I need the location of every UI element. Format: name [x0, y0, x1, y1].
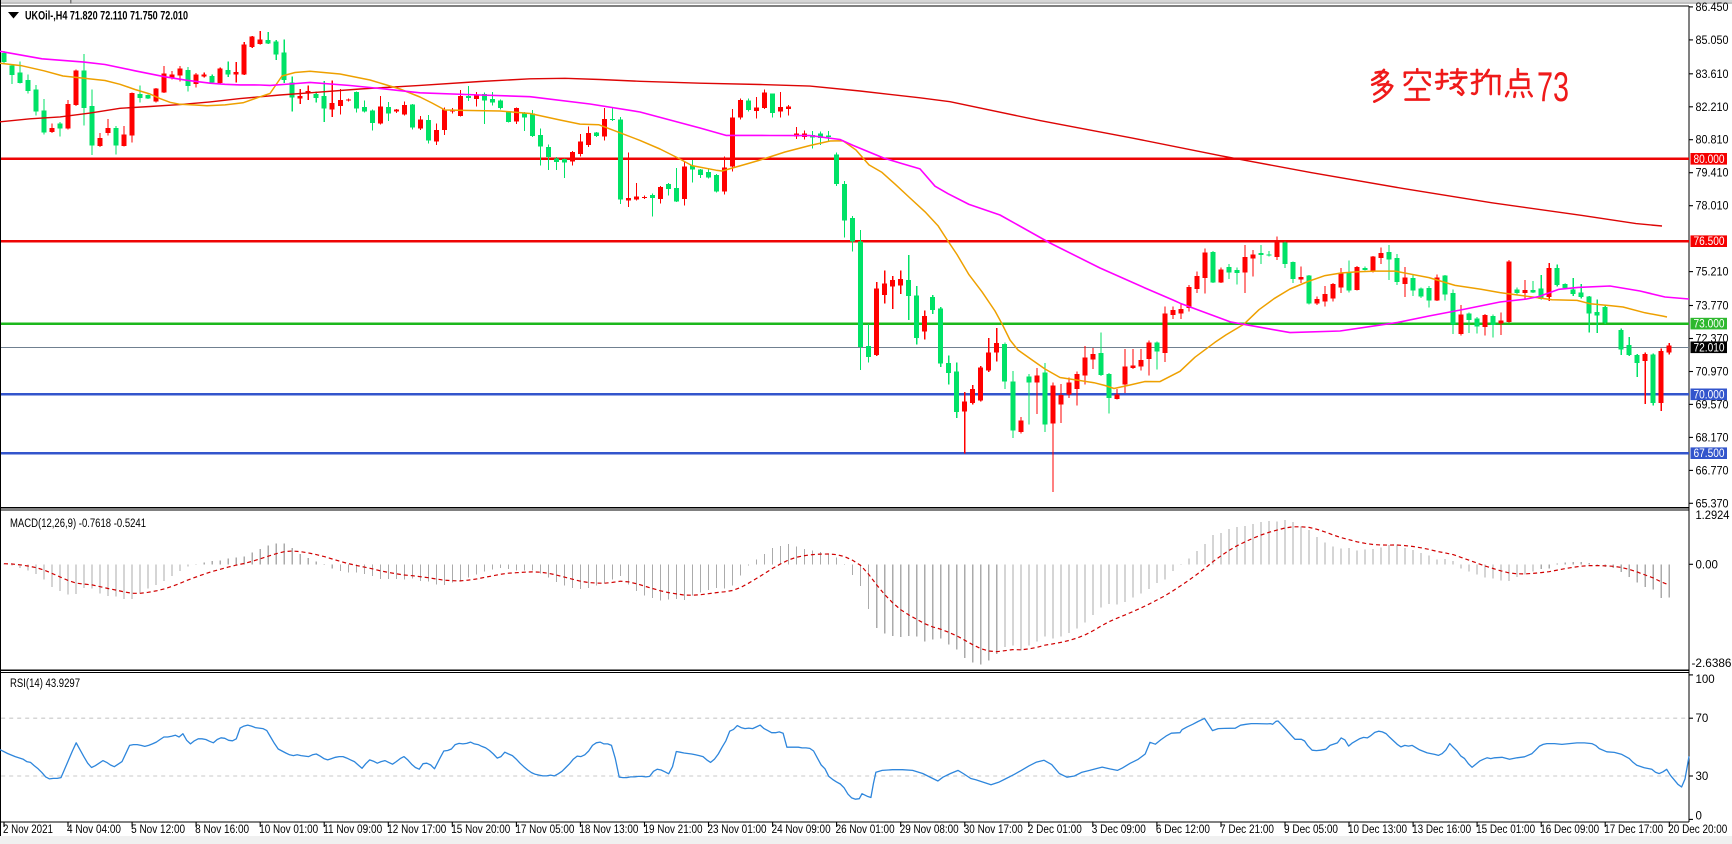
svg-text:80.000: 80.000 — [1694, 154, 1725, 166]
svg-text:68.170: 68.170 — [1696, 432, 1729, 444]
svg-text:75.210: 75.210 — [1696, 267, 1729, 279]
svg-text:76.500: 76.500 — [1694, 236, 1725, 248]
svg-text:10 Nov 01:00: 10 Nov 01:00 — [259, 824, 318, 836]
svg-text:73: 73 — [1537, 63, 1569, 110]
svg-text:UKOil-,H4 71.820 72.110 71.75: UKOil-,H4 71.820 72.110 71.750 72.010 — [25, 11, 188, 23]
svg-text:82.210: 82.210 — [1696, 102, 1729, 114]
svg-text:5 Nov 12:00: 5 Nov 12:00 — [131, 824, 185, 836]
svg-text:17 Nov 05:00: 17 Nov 05:00 — [515, 824, 574, 836]
svg-text:85.050: 85.050 — [1696, 35, 1729, 47]
svg-text:70.000: 70.000 — [1694, 389, 1725, 401]
svg-text:13 Dec 16:00: 13 Dec 16:00 — [1412, 824, 1471, 836]
svg-text:0: 0 — [1696, 810, 1702, 822]
svg-text:30 Nov 17:00: 30 Nov 17:00 — [964, 824, 1023, 836]
svg-text:15 Nov 20:00: 15 Nov 20:00 — [451, 824, 510, 836]
svg-text:78.010: 78.010 — [1696, 201, 1729, 213]
svg-text:9 Dec 05:00: 9 Dec 05:00 — [1284, 824, 1338, 836]
svg-text:67.500: 67.500 — [1694, 448, 1725, 460]
svg-text:20 Dec 20:00: 20 Dec 20:00 — [1668, 824, 1727, 836]
svg-text:RSI(14) 43.9297: RSI(14) 43.9297 — [10, 678, 80, 690]
svg-text:0.00: 0.00 — [1696, 559, 1718, 571]
svg-text:79.410: 79.410 — [1696, 168, 1729, 180]
svg-text:2 Nov 2021: 2 Nov 2021 — [3, 824, 53, 836]
svg-text:10 Dec 13:00: 10 Dec 13:00 — [1348, 824, 1407, 836]
svg-text:1.2924: 1.2924 — [1696, 510, 1731, 522]
svg-text:26 Nov 01:00: 26 Nov 01:00 — [836, 824, 895, 836]
svg-text:66.770: 66.770 — [1696, 465, 1729, 477]
svg-text:12 Nov 17:00: 12 Nov 17:00 — [387, 824, 446, 836]
svg-text:2 Dec 01:00: 2 Dec 01:00 — [1028, 824, 1082, 836]
svg-text:7 Dec 21:00: 7 Dec 21:00 — [1220, 824, 1274, 836]
svg-text:29 Nov 08:00: 29 Nov 08:00 — [900, 824, 959, 836]
svg-text:73.000: 73.000 — [1694, 319, 1725, 331]
svg-text:19 Nov 21:00: 19 Nov 21:00 — [644, 824, 703, 836]
svg-text:72.010: 72.010 — [1694, 342, 1725, 354]
svg-text:15 Dec 01:00: 15 Dec 01:00 — [1476, 824, 1535, 836]
svg-text:73.770: 73.770 — [1696, 301, 1729, 313]
svg-text:4 Nov 04:00: 4 Nov 04:00 — [67, 824, 121, 836]
svg-text:6 Dec 12:00: 6 Dec 12:00 — [1156, 824, 1210, 836]
svg-text:MACD(12,26,9) -0.7618 -0.5241: MACD(12,26,9) -0.7618 -0.5241 — [10, 518, 146, 530]
svg-text:18 Nov 13:00: 18 Nov 13:00 — [579, 824, 638, 836]
svg-text:23 Nov 01:00: 23 Nov 01:00 — [708, 824, 767, 836]
svg-text:16 Dec 09:00: 16 Dec 09:00 — [1540, 824, 1599, 836]
svg-text:3 Dec 09:00: 3 Dec 09:00 — [1092, 824, 1146, 836]
svg-text:86.450: 86.450 — [1696, 2, 1729, 14]
svg-text:30: 30 — [1696, 771, 1709, 783]
svg-text:70: 70 — [1696, 713, 1709, 725]
svg-text:-2.6386: -2.6386 — [1692, 658, 1732, 670]
svg-text:83.610: 83.610 — [1696, 69, 1729, 81]
svg-text:8 Nov 16:00: 8 Nov 16:00 — [195, 824, 249, 836]
svg-text:100: 100 — [1696, 674, 1715, 686]
svg-text:80.810: 80.810 — [1696, 135, 1729, 147]
svg-text:65.370: 65.370 — [1696, 498, 1729, 510]
svg-text:17 Dec 17:00: 17 Dec 17:00 — [1604, 824, 1663, 836]
svg-text:69.570: 69.570 — [1696, 399, 1729, 411]
svg-text:70.970: 70.970 — [1696, 367, 1729, 379]
svg-text:11 Nov 09:00: 11 Nov 09:00 — [323, 824, 382, 836]
svg-text:24 Nov 09:00: 24 Nov 09:00 — [772, 824, 831, 836]
